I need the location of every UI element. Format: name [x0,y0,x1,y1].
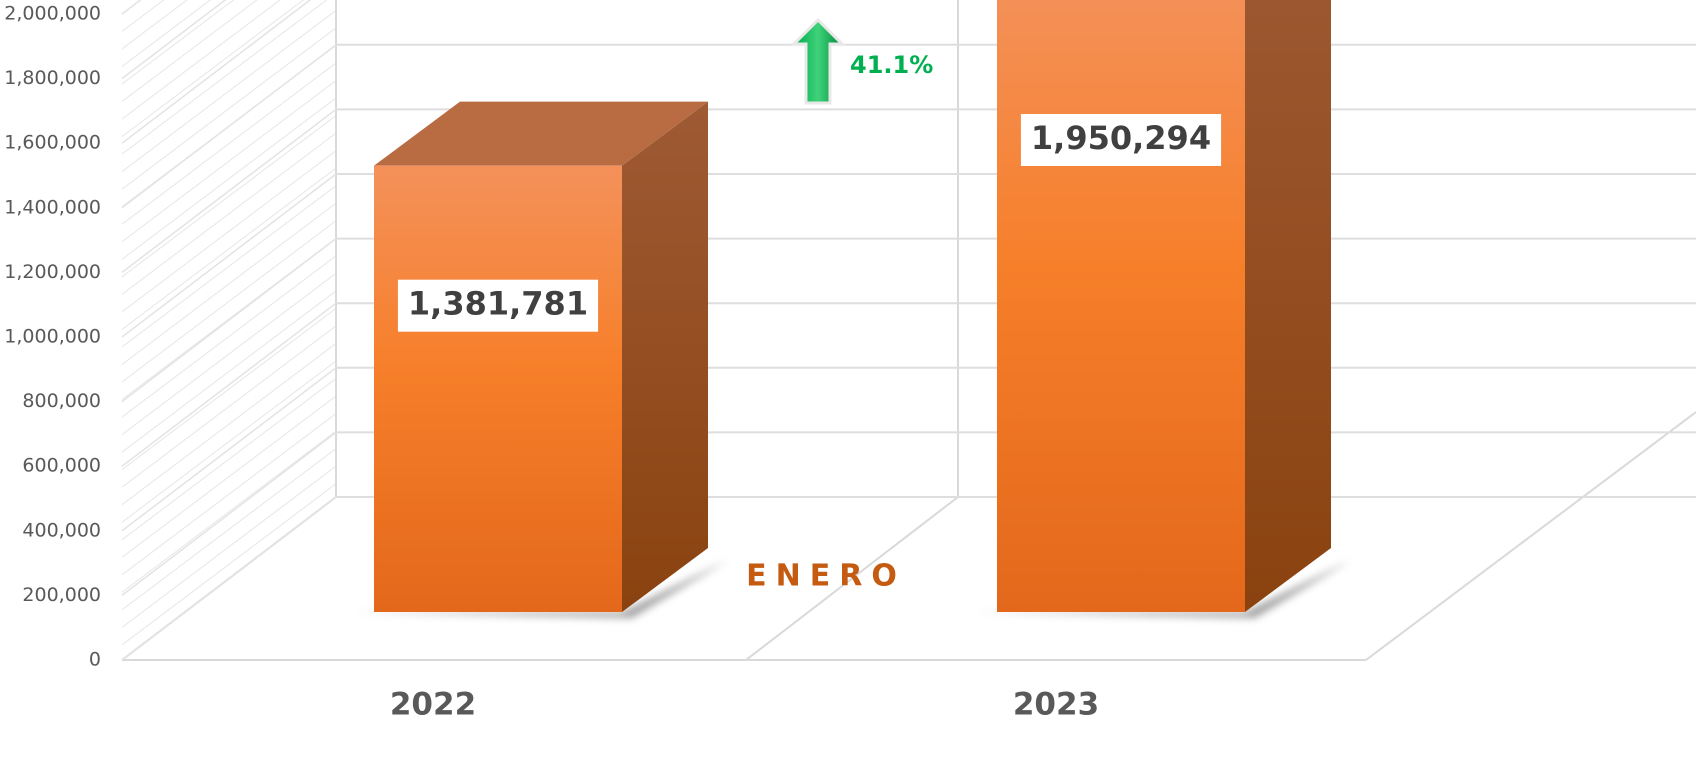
month-label: ENERO [746,559,906,594]
grid-line [121,0,312,144]
value-label-box [1020,114,1222,166]
grid-line [121,44,337,209]
floor-edge [1365,411,1696,661]
y-tick-label: 1,000,000 [4,326,101,348]
bar [374,165,622,612]
grid-line [121,108,337,273]
grid-line [121,496,337,661]
bar [997,0,1245,612]
x-tick-label: 2023 [1013,687,1099,723]
bar-side [1245,0,1331,612]
value-label: 1,950,294 [1031,119,1211,157]
y-tick-label: 400,000 [22,519,101,541]
y-tick-label: 1,200,000 [4,261,101,283]
floor-edge [745,496,959,661]
bar-shadow [977,560,1351,618]
y-tick-label: 1,600,000 [4,132,101,154]
y-tick-label: 0 [89,649,101,671]
grid-line [121,431,337,596]
side-wall [122,0,336,660]
change-arrow [790,17,846,105]
walls [121,0,1696,661]
bar-top [374,101,708,166]
grid-line [121,367,337,532]
grid-line [121,302,337,467]
x-tick-label: 2022 [390,687,476,723]
y-tick-label: 1,800,000 [4,67,101,89]
y-tick-label: 200,000 [22,584,101,606]
y-tick-label: 1,400,000 [4,196,101,218]
y-tick-label: 800,000 [22,390,101,412]
y-tick-label: 600,000 [22,455,101,477]
grid-line [121,0,227,80]
y-tick-label: 2,000,000 [4,3,101,25]
value-label: 1,381,781 [408,285,588,323]
grid-line [121,238,337,403]
value-label-box [397,279,599,332]
bar-side [622,101,708,612]
bar-shadow [354,560,728,618]
grid-line [121,173,337,338]
change-label: 41.1% [850,51,933,79]
